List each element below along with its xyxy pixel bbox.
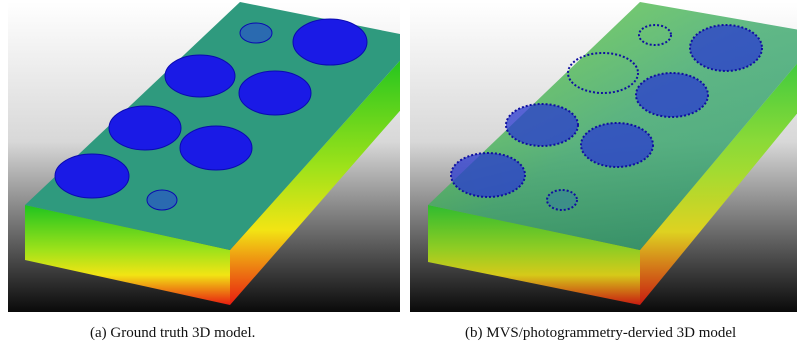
mvs-image	[410, 2, 797, 312]
caption-a: (a) Ground truth 3D model.	[90, 325, 255, 342]
page: (a) Ground truth 3D model. (b) MVS/photo…	[0, 0, 797, 355]
caption-b: (b) MVS/photogrammetry-dervied 3D model	[465, 325, 736, 342]
ground-truth-image	[8, 2, 405, 312]
figure-images	[0, 0, 797, 320]
